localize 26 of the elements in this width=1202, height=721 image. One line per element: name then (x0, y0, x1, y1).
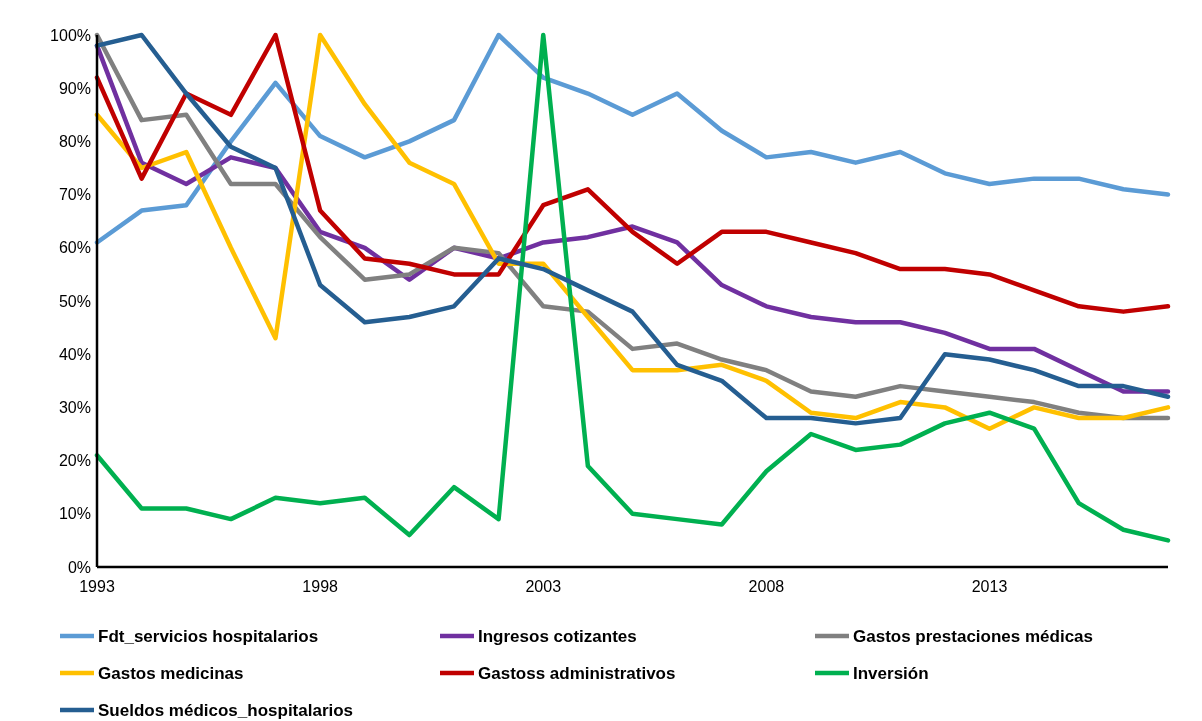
legend-label: Ingresos cotizantes (478, 626, 637, 646)
y-tick-label: 60% (58, 239, 91, 257)
y-tick-label: 70% (58, 186, 91, 204)
legend-label: Gastoss administrativos (478, 663, 676, 683)
y-tick-label: 30% (58, 399, 91, 416)
line-series (94, 32, 1171, 543)
x-tick-label: 2013 (971, 578, 1008, 595)
legend-label: Inversión (853, 663, 929, 683)
y-tick-label: 20% (58, 452, 91, 470)
legend-label: Gastos prestaciones médicas (853, 626, 1094, 646)
y-tick-label: 50% (58, 292, 91, 310)
y-tick-label: 80% (58, 133, 91, 150)
legend-label: Gastos medicinas (98, 663, 244, 683)
line-series (94, 32, 1171, 245)
legend-label: Fdt_servicios hospitalarios (98, 626, 319, 646)
x-tick-label: 2003 (525, 578, 562, 595)
x-tick-label: 1998 (302, 578, 339, 595)
y-tick-label: 90% (58, 79, 91, 97)
y-tick-label: 100% (50, 26, 91, 44)
x-tick-label: 1993 (79, 578, 115, 595)
y-tick-label: 10% (58, 505, 91, 523)
legend-label: Sueldos médicos_hospitalarios (98, 700, 354, 720)
y-tick-label: 40% (58, 345, 91, 363)
x-tick-label: 2008 (748, 578, 785, 595)
y-tick-label: 0% (67, 558, 91, 576)
line-series (94, 32, 1171, 314)
